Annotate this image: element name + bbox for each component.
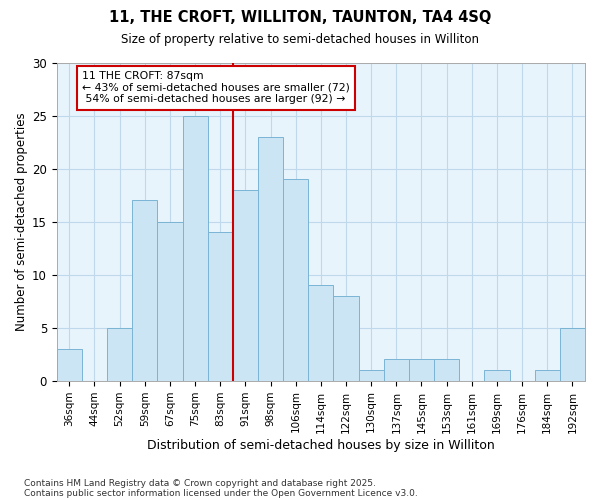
Bar	[384, 360, 409, 380]
Text: Size of property relative to semi-detached houses in Williton: Size of property relative to semi-detach…	[121, 32, 479, 46]
Bar	[182, 116, 208, 380]
Bar	[157, 222, 182, 380]
Bar	[308, 285, 334, 380]
Text: 11 THE CROFT: 87sqm
← 43% of semi-detached houses are smaller (72)
 54% of semi-: 11 THE CROFT: 87sqm ← 43% of semi-detach…	[82, 71, 350, 104]
Bar	[484, 370, 509, 380]
Bar	[409, 360, 434, 380]
Bar	[233, 190, 258, 380]
Bar	[359, 370, 384, 380]
Text: Contains public sector information licensed under the Open Government Licence v3: Contains public sector information licen…	[24, 488, 418, 498]
Text: Contains HM Land Registry data © Crown copyright and database right 2025.: Contains HM Land Registry data © Crown c…	[24, 478, 376, 488]
Bar	[434, 360, 459, 380]
Bar	[535, 370, 560, 380]
Bar	[57, 349, 82, 380]
Bar	[334, 296, 359, 380]
Bar	[283, 179, 308, 380]
Bar	[132, 200, 157, 380]
Bar	[560, 328, 585, 380]
Bar	[258, 136, 283, 380]
Bar	[107, 328, 132, 380]
Text: 11, THE CROFT, WILLITON, TAUNTON, TA4 4SQ: 11, THE CROFT, WILLITON, TAUNTON, TA4 4S…	[109, 10, 491, 25]
Y-axis label: Number of semi-detached properties: Number of semi-detached properties	[15, 112, 28, 331]
Bar	[208, 232, 233, 380]
X-axis label: Distribution of semi-detached houses by size in Williton: Distribution of semi-detached houses by …	[147, 440, 495, 452]
